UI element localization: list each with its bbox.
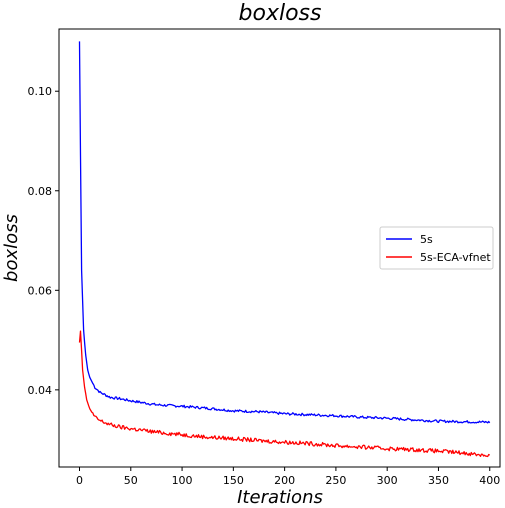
x-axis: 0 50 100 150 200 250 300 350 400	[76, 467, 500, 487]
y-axis: 0.04 0.06 0.08 0.10	[28, 85, 59, 397]
plot-area	[58, 28, 501, 468]
x-tick-label: 400	[479, 474, 500, 487]
legend: 5s 5s-ECA-vfnet	[379, 226, 494, 270]
y-tick-label: 0.04	[28, 384, 53, 397]
x-tick-label: 0	[76, 474, 83, 487]
x-tick-label: 200	[274, 474, 295, 487]
y-tick-label: 0.06	[28, 284, 53, 297]
x-axis-label: Iterations	[237, 487, 323, 508]
x-tick-label: 250	[325, 474, 346, 487]
y-tick-label: 0.10	[28, 85, 53, 98]
x-tick-label: 150	[223, 474, 244, 487]
legend-label-5s: 5s	[420, 233, 433, 246]
series-line	[78, 41, 491, 424]
x-tick-label: 100	[172, 474, 193, 487]
series-layer	[78, 41, 491, 458]
x-tick-label: 50	[124, 474, 138, 487]
x-tick-label: 350	[428, 474, 449, 487]
y-tick-label: 0.08	[28, 185, 53, 198]
legend-box	[379, 226, 494, 270]
chart-title: boxloss	[239, 1, 322, 26]
series-line	[78, 330, 491, 458]
x-tick-label: 300	[377, 474, 398, 487]
y-axis-label: boxloss	[1, 214, 22, 282]
legend-label-5s-eca-vfnet: 5s-ECA-vfnet	[420, 251, 491, 264]
